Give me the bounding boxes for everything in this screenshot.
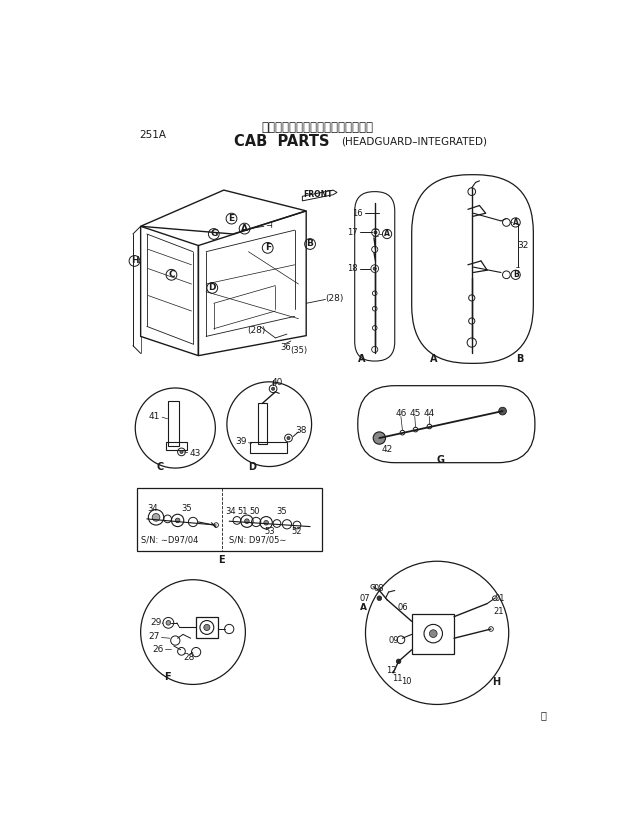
Text: (28): (28) — [247, 326, 265, 335]
Text: A: A — [241, 224, 248, 233]
Text: A: A — [513, 218, 518, 227]
Text: 52: 52 — [291, 528, 301, 537]
Text: 38: 38 — [295, 426, 306, 435]
Circle shape — [152, 514, 160, 521]
Text: S/N: ∼D97/04: S/N: ∼D97/04 — [141, 536, 198, 545]
Text: E: E — [218, 555, 225, 565]
Text: 43: 43 — [189, 449, 200, 458]
Text: 44: 44 — [424, 409, 435, 418]
Text: A: A — [358, 355, 365, 365]
Text: E: E — [228, 214, 234, 223]
Text: 251A: 251A — [139, 131, 166, 141]
Text: D: D — [248, 461, 256, 471]
Text: ─I: ─I — [267, 221, 273, 230]
Text: 11: 11 — [392, 674, 403, 683]
Text: A: A — [430, 355, 437, 365]
Text: G: G — [210, 229, 218, 238]
Text: 27: 27 — [149, 632, 160, 641]
Circle shape — [374, 231, 377, 234]
Text: 51: 51 — [238, 507, 248, 516]
Text: F: F — [265, 243, 271, 252]
Text: H: H — [492, 677, 500, 687]
Text: B: B — [307, 240, 314, 248]
Circle shape — [377, 596, 382, 600]
Text: (28): (28) — [326, 294, 344, 304]
Text: S/N: D97/05∼: S/N: D97/05∼ — [229, 536, 286, 545]
FancyBboxPatch shape — [355, 192, 395, 361]
Text: C: C — [168, 270, 175, 280]
Text: CAB  PARTS: CAB PARTS — [234, 134, 329, 149]
Circle shape — [245, 519, 249, 523]
Text: 50: 50 — [249, 507, 260, 516]
Text: Ⓜ: Ⓜ — [541, 710, 546, 720]
Text: 32: 32 — [517, 241, 528, 250]
Bar — [196, 617, 218, 638]
Text: 29: 29 — [150, 619, 161, 628]
Text: 53: 53 — [265, 528, 275, 537]
Circle shape — [373, 432, 386, 444]
Circle shape — [175, 519, 180, 523]
Text: 34: 34 — [147, 504, 157, 514]
Circle shape — [287, 437, 290, 440]
Circle shape — [180, 451, 183, 453]
Text: 35: 35 — [182, 504, 192, 514]
Text: H: H — [131, 256, 138, 265]
Text: 26: 26 — [153, 644, 164, 653]
Text: 07: 07 — [360, 594, 370, 603]
Text: キャブ部品（ヘッドガード一体型）: キャブ部品（ヘッドガード一体型） — [262, 122, 374, 134]
Text: 36: 36 — [280, 342, 291, 351]
Text: 12: 12 — [386, 666, 396, 675]
FancyBboxPatch shape — [358, 385, 535, 462]
Circle shape — [264, 520, 268, 525]
Text: 35: 35 — [277, 507, 287, 516]
Bar — [412, 614, 454, 653]
Text: 40: 40 — [272, 378, 283, 387]
FancyBboxPatch shape — [412, 174, 533, 363]
Text: 08: 08 — [373, 584, 384, 593]
Text: 01: 01 — [495, 594, 505, 603]
Circle shape — [498, 407, 507, 415]
Text: A: A — [360, 603, 367, 612]
Circle shape — [272, 387, 275, 390]
Text: (HEADGUARD–INTEGRATED): (HEADGUARD–INTEGRATED) — [341, 136, 487, 146]
Text: 46: 46 — [395, 409, 407, 418]
Polygon shape — [303, 190, 337, 201]
Text: G: G — [437, 455, 445, 465]
Text: (35): (35) — [290, 346, 307, 355]
Bar — [137, 488, 322, 552]
Text: C: C — [156, 461, 164, 471]
Circle shape — [204, 624, 210, 630]
Text: B: B — [516, 355, 523, 365]
Text: 21: 21 — [494, 607, 504, 616]
Circle shape — [373, 267, 376, 270]
Text: 17: 17 — [347, 228, 358, 237]
Text: 16: 16 — [352, 208, 363, 218]
Text: 18: 18 — [347, 264, 358, 273]
Text: 45: 45 — [409, 409, 420, 418]
Text: B: B — [513, 270, 518, 280]
Text: 41: 41 — [149, 412, 160, 421]
Text: 28: 28 — [184, 653, 195, 662]
Text: FRONT: FRONT — [303, 190, 332, 199]
Text: 09: 09 — [388, 636, 399, 645]
Text: D: D — [208, 284, 216, 293]
Circle shape — [430, 630, 437, 638]
Text: 34: 34 — [226, 507, 236, 516]
Text: A: A — [384, 229, 390, 238]
Text: 10: 10 — [401, 676, 412, 686]
Text: 39: 39 — [236, 437, 247, 447]
Text: 06: 06 — [398, 603, 409, 612]
Circle shape — [396, 659, 401, 663]
Circle shape — [166, 620, 170, 625]
Text: 42: 42 — [381, 445, 392, 454]
Text: F: F — [164, 672, 171, 681]
